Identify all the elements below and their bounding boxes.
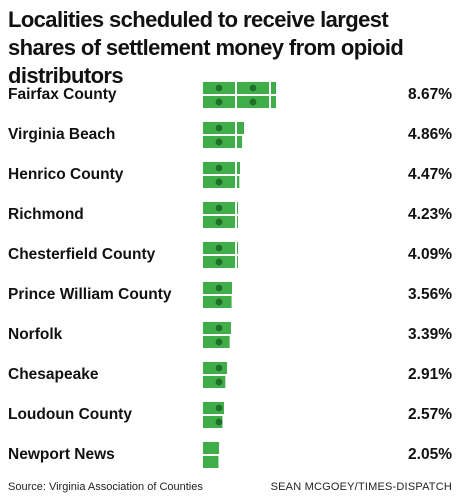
value-label: 8.67% (408, 86, 452, 103)
category-label: Prince William County (8, 286, 172, 303)
value-label: 2.05% (408, 446, 452, 463)
bill-bar (203, 242, 238, 268)
dollar-bill (237, 136, 243, 148)
chart-rows: Fairfax County 8.67% Virginia Beach 4.86% He… (0, 74, 464, 474)
bill-seal (215, 84, 223, 92)
bill-seal (215, 364, 223, 372)
source-note: Source: Virginia Association of Counties (8, 481, 203, 493)
chart-row: Virginia Beach 4.86% (0, 114, 464, 154)
dollar-bill (203, 442, 219, 454)
dollar-bill (237, 256, 238, 268)
bill-bar (203, 402, 224, 428)
bill-seal (215, 204, 223, 212)
dollar-bill (237, 176, 240, 188)
chart-row: Newport News 2.05% (0, 434, 464, 474)
chart-row: Loudoun County 2.57% (0, 394, 464, 434)
category-label: Loudoun County (8, 406, 132, 423)
category-label: Richmond (8, 206, 84, 223)
bill-seal (215, 218, 223, 226)
dollar-bill (271, 82, 276, 94)
bill-seal (215, 98, 223, 106)
chart-row: Chesapeake 2.91% (0, 354, 464, 394)
bill-seal (215, 418, 223, 426)
category-label: Chesterfield County (8, 246, 156, 263)
category-label: Virginia Beach (8, 126, 116, 143)
category-label: Chesapeake (8, 366, 99, 383)
dollar-bill (203, 456, 219, 468)
bill-seal (215, 324, 223, 332)
category-label: Norfolk (8, 326, 63, 343)
bill-seal (215, 284, 223, 292)
category-label: Fairfax County (8, 86, 117, 103)
bill-seal (249, 98, 257, 106)
bill-seal (215, 138, 223, 146)
bill-seal (215, 124, 223, 132)
photo-credit: SEAN MCGOEY/TIMES-DISPATCH (270, 481, 452, 493)
bill-seal (249, 84, 257, 92)
value-label: 3.56% (408, 286, 452, 303)
bill-bar (203, 442, 219, 468)
value-label: 2.91% (408, 366, 452, 383)
bill-bar (203, 82, 276, 108)
dollar-bill (237, 162, 240, 174)
dollar-bill (237, 242, 238, 254)
chart-row: Norfolk 3.39% (0, 314, 464, 354)
bill-seal (215, 404, 223, 412)
value-label: 4.09% (408, 246, 452, 263)
dollar-bill (271, 96, 276, 108)
dollar-bill (237, 216, 238, 228)
dollar-bill (237, 202, 238, 214)
category-label: Newport News (8, 446, 115, 463)
bill-bar (203, 162, 240, 188)
value-label: 4.86% (408, 126, 452, 143)
value-label: 4.47% (408, 166, 452, 183)
chart-row: Richmond 4.23% (0, 194, 464, 234)
chart-row: Prince William County 3.56% (0, 274, 464, 314)
dollar-bill (203, 362, 227, 374)
chart-row: Henrico County 4.47% (0, 154, 464, 194)
category-label: Henrico County (8, 166, 124, 183)
bill-seal (215, 258, 223, 266)
bill-seal (215, 298, 223, 306)
bill-bar (203, 282, 232, 308)
bill-seal (215, 164, 223, 172)
bill-seal (215, 338, 223, 346)
chart-row: Chesterfield County 4.09% (0, 234, 464, 274)
bill-seal (215, 244, 223, 252)
value-label: 2.57% (408, 406, 452, 423)
value-label: 4.23% (408, 206, 452, 223)
bill-bar (203, 362, 227, 388)
bill-seal (215, 378, 223, 386)
bill-bar (203, 122, 244, 148)
dollar-bill (237, 122, 244, 134)
bill-bar (203, 322, 231, 348)
bill-seal (215, 178, 223, 186)
value-label: 3.39% (408, 326, 452, 343)
chart-title: Localities scheduled to receive largest … (8, 7, 404, 88)
chart-row: Fairfax County 8.67% (0, 74, 464, 114)
bill-bar (203, 202, 238, 228)
